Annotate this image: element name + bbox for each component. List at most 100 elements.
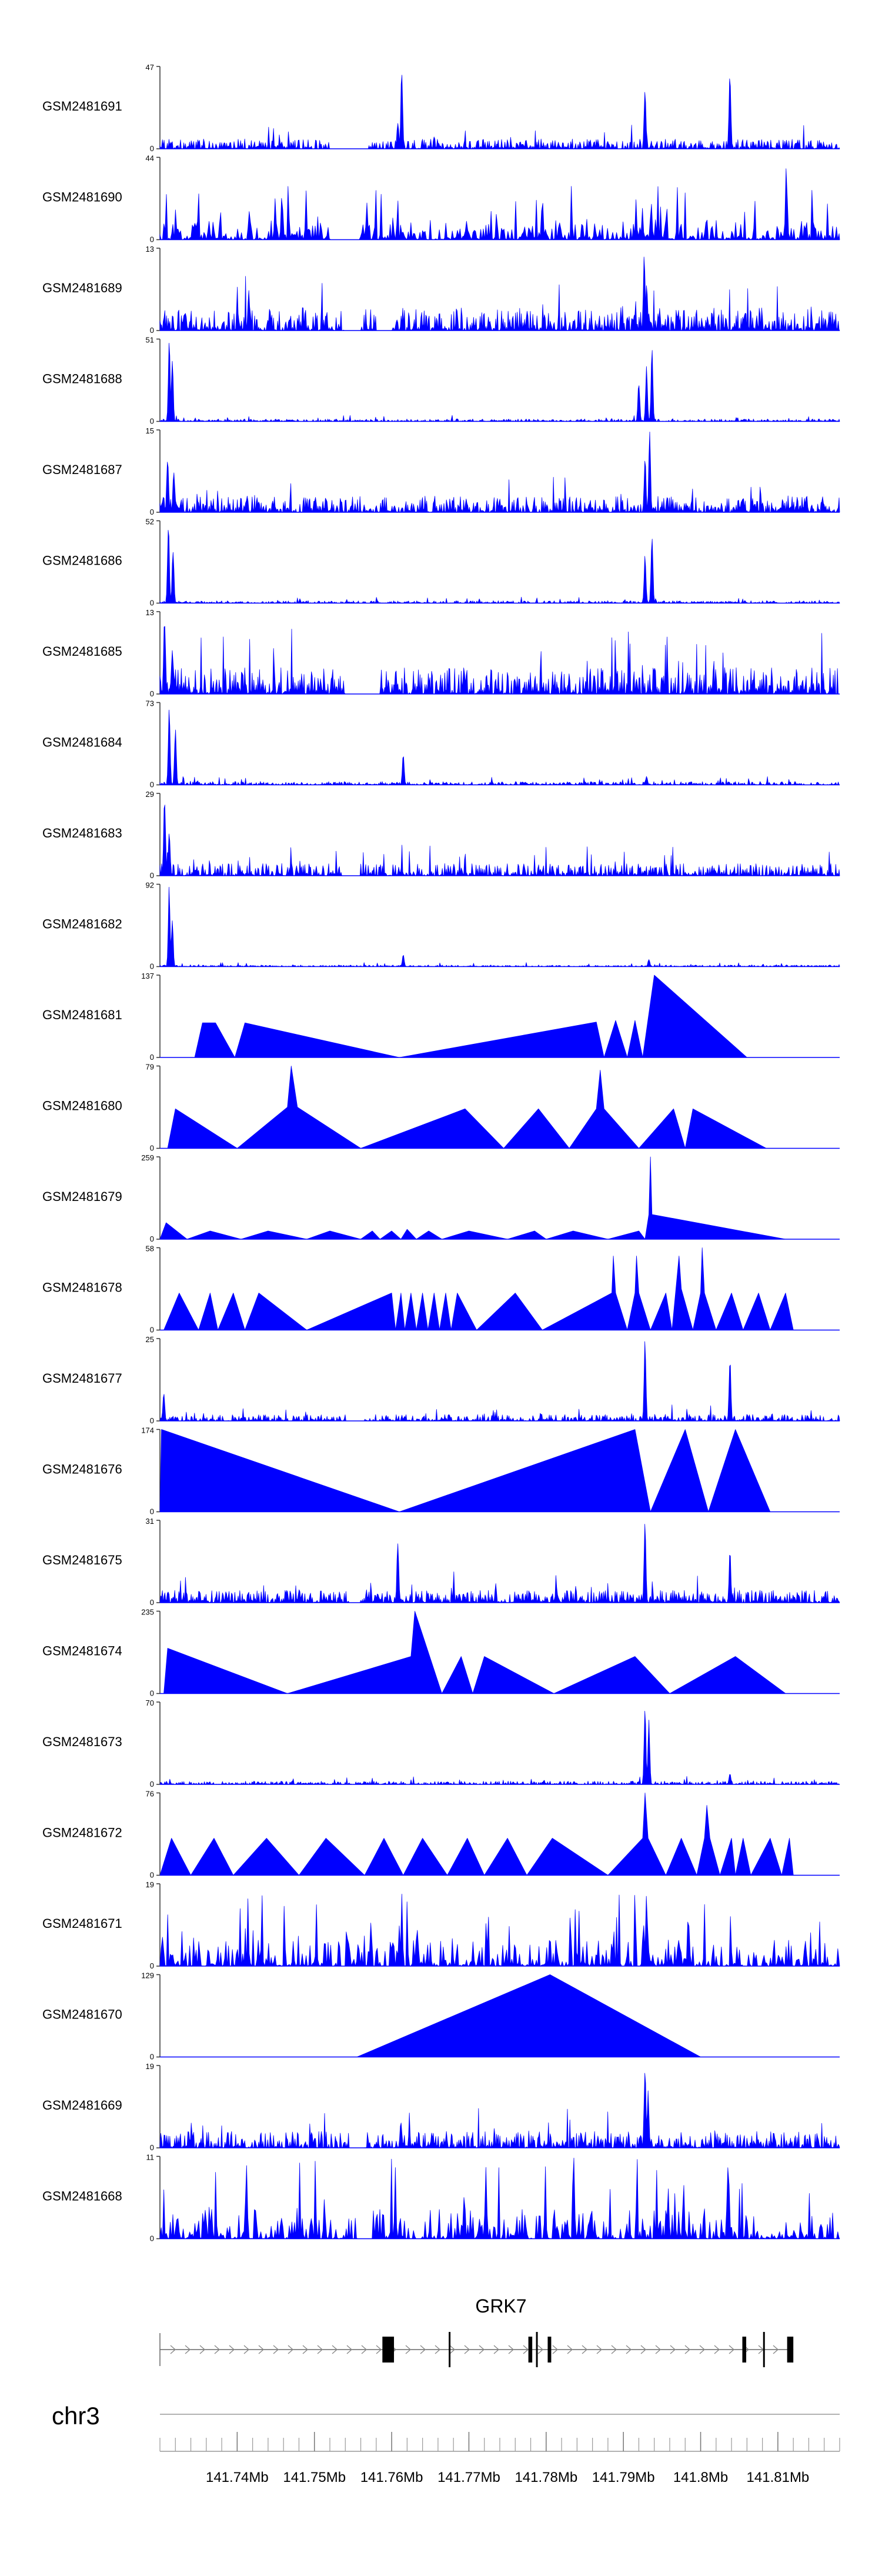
track-GSM2481686: GSM2481686 52 0 (42, 518, 840, 608)
axis-tick-label: 141.78Mb (514, 2470, 577, 2485)
track-GSM2481687: GSM2481687 15 0 (42, 426, 840, 516)
track-ymax-label: 70 (146, 1699, 154, 1707)
strand-arrow (420, 2345, 426, 2354)
gene-label: GRK7 (475, 2295, 526, 2317)
track-label: GSM2481691 (42, 99, 122, 114)
track-label: GSM2481678 (42, 1280, 122, 1295)
track-ymax-label: 129 (141, 1971, 154, 1980)
gene-annotation-track: GRK7 (159, 2295, 794, 2367)
track-signal-area (159, 1793, 794, 1876)
strand-arrow (185, 2345, 191, 2354)
track-GSM2481671: GSM2481671 19 0 (42, 1880, 840, 1970)
track-ymin-label: 0 (150, 2234, 154, 2243)
track-label: GSM2481685 (42, 644, 122, 659)
track-signal-area (159, 343, 840, 422)
strand-arrow (567, 2345, 573, 2354)
track-ymax-label: 11 (146, 2153, 155, 2162)
track-GSM2481672: GSM2481672 76 0 (42, 1790, 840, 1880)
strand-arrow (699, 2345, 706, 2354)
track-GSM2481681: GSM2481681 137 0 (42, 972, 840, 1062)
track-label: GSM2481682 (42, 917, 122, 932)
track-ymax-label: 25 (146, 1335, 154, 1344)
strand-arrow (714, 2345, 720, 2354)
strand-arrow (611, 2345, 617, 2354)
strand-arrow (464, 2345, 470, 2354)
track-signal-area (159, 1711, 840, 1785)
strand-arrow (405, 2345, 412, 2354)
track-ymax-label: 15 (146, 426, 154, 435)
track-ymax-label: 19 (146, 1880, 154, 1889)
track-ymin-label: 0 (150, 508, 154, 516)
strand-arrow (684, 2345, 691, 2354)
track-GSM2481675: GSM2481675 31 0 (42, 1517, 840, 1607)
track-GSM2481684: GSM2481684 73 0 (42, 699, 840, 789)
strand-arrow (229, 2345, 235, 2354)
strand-arrow (273, 2345, 279, 2354)
strand-arrow (317, 2345, 323, 2354)
track-ymin-label: 0 (150, 871, 154, 880)
track-ymin-label: 0 (150, 1326, 154, 1334)
track-label: GSM2481677 (42, 1371, 122, 1386)
axis-tick-label: 141.75Mb (283, 2470, 346, 2485)
track-ymax-label: 137 (141, 972, 154, 980)
track-ymin-label: 0 (150, 1961, 154, 1970)
track-GSM2481682: GSM2481682 92 0 (42, 881, 840, 971)
track-label: GSM2481670 (42, 2007, 122, 2022)
track-label: GSM2481675 (42, 1553, 122, 1567)
track-signal-area (356, 1974, 701, 2057)
axis-tick-label: 141.79Mb (592, 2470, 655, 2485)
track-ymax-label: 13 (146, 608, 154, 617)
strand-arrow (729, 2345, 735, 2354)
track-ymax-label: 73 (146, 699, 154, 708)
strand-arrow (199, 2345, 206, 2354)
track-GSM2481676: GSM2481676 174 0 (42, 1426, 840, 1516)
strand-arrow (332, 2345, 338, 2354)
track-ymin-label: 0 (150, 1507, 154, 1516)
track-ymax-label: 235 (141, 1608, 154, 1617)
track-ymax-label: 31 (146, 1517, 154, 1526)
strand-arrow (258, 2345, 265, 2354)
track-ymin-label: 0 (150, 599, 154, 608)
track-ymin-label: 0 (150, 417, 154, 426)
gene-exon (742, 2337, 747, 2363)
strand-arrow (346, 2345, 353, 2354)
track-GSM2481674: GSM2481674 235 0 (42, 1608, 840, 1698)
track-GSM2481680: GSM2481680 79 0 (42, 1063, 840, 1153)
track-ymin-label: 0 (150, 1234, 154, 1243)
strand-arrow (655, 2345, 662, 2354)
strand-arrow (626, 2345, 632, 2354)
track-GSM2481685: GSM2481685 13 0 (42, 608, 840, 698)
track-GSM2481668: GSM2481668 11 0 (42, 2153, 840, 2243)
track-GSM2481688: GSM2481688 51 0 (42, 336, 840, 426)
track-signal-area (159, 2157, 840, 2239)
track-ymin-label: 0 (150, 780, 154, 789)
track-GSM2481678: GSM2481678 58 0 (42, 1244, 840, 1334)
track-signal-area (159, 626, 840, 695)
track-ymax-label: 47 (146, 63, 154, 72)
track-signal-area (159, 1894, 840, 1967)
strand-arrow (214, 2345, 220, 2354)
track-label: GSM2481674 (42, 1644, 122, 1659)
axis-tick-label: 141.74Mb (206, 2470, 269, 2485)
track-label: GSM2481684 (42, 735, 122, 750)
track-ymin-label: 0 (150, 1689, 154, 1698)
track-label: GSM2481680 (42, 1099, 122, 1113)
signal-tracks: GSM2481691470GSM2481690440GSM2481689130G… (42, 63, 840, 2243)
track-ymax-label: 76 (146, 1790, 154, 1798)
track-label: GSM2481690 (42, 190, 122, 205)
gene-exon (547, 2337, 552, 2363)
track-ymin-label: 0 (150, 689, 154, 698)
track-ymax-label: 79 (146, 1063, 154, 1072)
track-signal-area (159, 2073, 840, 2148)
track-signal-area (159, 1156, 786, 1240)
strand-arrow (640, 2345, 647, 2354)
track-ymax-label: 13 (146, 245, 154, 253)
track-label: GSM2481672 (42, 1826, 122, 1840)
strand-arrow (523, 2345, 529, 2354)
track-ymin-label: 0 (150, 235, 154, 244)
track-GSM2481677: GSM2481677 25 0 (42, 1335, 840, 1425)
track-label: GSM2481669 (42, 2098, 122, 2113)
track-label: GSM2481671 (42, 1916, 122, 1931)
track-ymax-label: 19 (146, 2062, 154, 2071)
